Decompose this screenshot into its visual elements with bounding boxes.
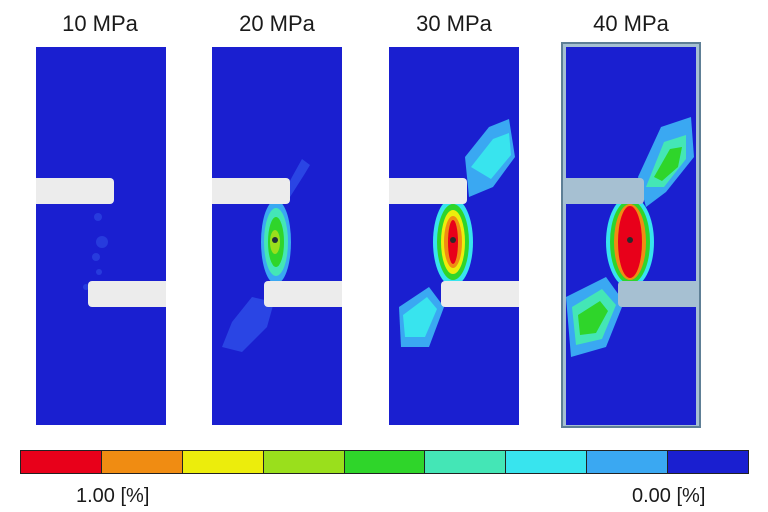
strain-map-20mpa xyxy=(212,47,342,425)
colorbar-segment-3 xyxy=(263,451,345,473)
colorbar-min-label: 0.00 [%] xyxy=(632,485,706,507)
colorbar-segment-2 xyxy=(182,451,264,473)
panel-title-30mpa: 30 MPa xyxy=(416,11,492,36)
specimen-40mpa xyxy=(566,47,696,425)
colorbar-segment-1 xyxy=(101,451,183,473)
colorbar-segment-5 xyxy=(425,451,507,473)
panel-title-20mpa: 20 MPa xyxy=(239,11,315,36)
colorbar-max-label: 1.00 [%] xyxy=(76,485,150,507)
specimen-20mpa xyxy=(212,47,342,425)
strain-map-40mpa xyxy=(566,47,696,425)
specimen-10mpa xyxy=(36,47,166,425)
colorbar-segment-0 xyxy=(21,451,102,473)
panel-title-10mpa: 10 MPa xyxy=(62,11,138,36)
panel-title-40mpa: 40 MPa xyxy=(593,11,669,36)
specimen-30mpa xyxy=(389,47,519,425)
strain-map-10mpa xyxy=(36,47,166,425)
colorbar-segment-7 xyxy=(587,451,669,473)
colorbar-segment-6 xyxy=(506,451,588,473)
colorbar-segment-8 xyxy=(668,451,749,473)
colorbar-segment-4 xyxy=(344,451,426,473)
strain-map-30mpa xyxy=(389,47,519,425)
colorbar xyxy=(20,450,749,474)
